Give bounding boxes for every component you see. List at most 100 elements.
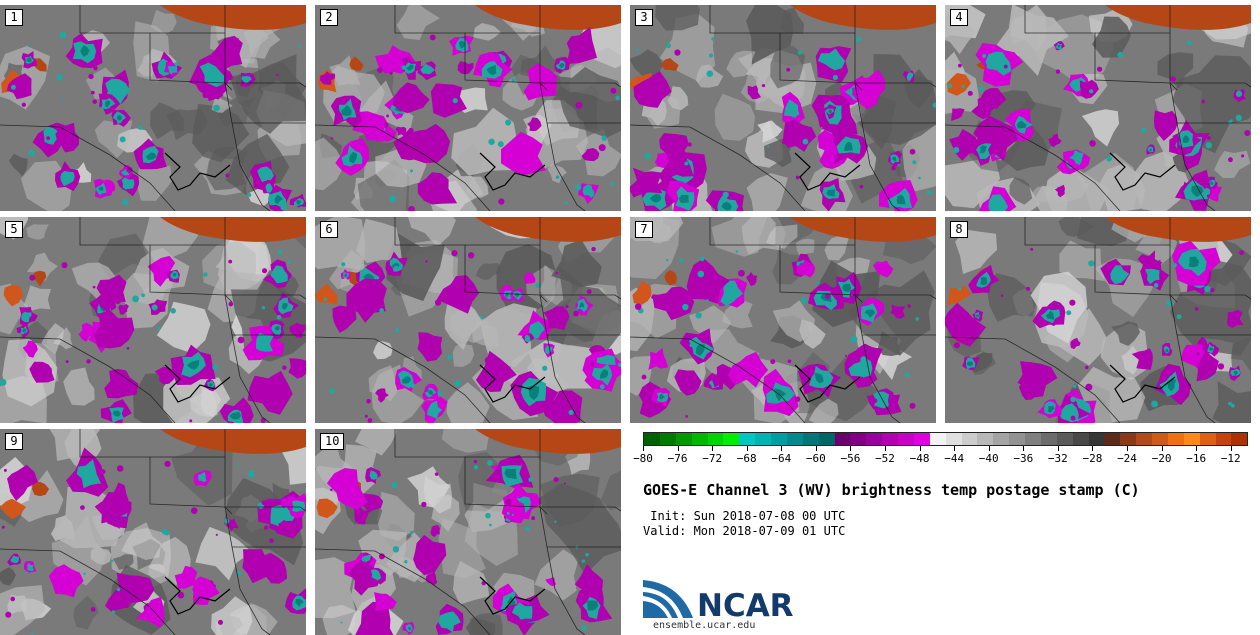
deep-convection — [524, 334, 531, 343]
cold-cloud-top — [346, 278, 387, 323]
speckle — [1211, 375, 1214, 379]
convective-core — [892, 156, 897, 162]
colorbar-swatch — [771, 433, 787, 445]
cold-cloud-top — [674, 369, 702, 396]
speckle — [1196, 255, 1202, 260]
speckle — [706, 70, 714, 77]
speckle — [366, 398, 371, 404]
colorbar-swatch — [739, 433, 756, 445]
speckle — [1172, 263, 1177, 268]
state-border — [1169, 82, 1216, 211]
speckle — [138, 125, 143, 130]
speckle — [722, 191, 729, 198]
speckle — [269, 538, 274, 543]
speckle — [689, 343, 693, 347]
deep-convection — [1069, 149, 1084, 165]
speckle — [223, 44, 228, 49]
cold-cloud-top — [527, 117, 542, 132]
speckle — [1241, 154, 1245, 158]
warm-spot — [946, 73, 971, 96]
state-border — [539, 457, 621, 512]
cloud-texture — [714, 93, 756, 141]
site-url: ensemble.ucar.edu — [653, 620, 756, 631]
speckle — [978, 86, 984, 92]
speckle — [110, 559, 114, 563]
speckle — [1228, 401, 1232, 406]
colorbar-swatch — [1056, 433, 1073, 445]
speckle — [585, 185, 592, 193]
colorbar-tick-label: −28 — [1082, 452, 1103, 465]
speckle — [340, 621, 343, 624]
state-border — [394, 429, 548, 515]
cloud-texture — [195, 526, 252, 581]
speckle — [860, 356, 867, 363]
speckle — [555, 175, 560, 179]
speckle — [28, 149, 36, 157]
speckle — [65, 360, 69, 364]
speckle — [364, 414, 368, 418]
colorbar-tick-label: −44 — [944, 452, 965, 465]
cloud-texture — [770, 45, 806, 89]
speckle — [498, 198, 505, 205]
colorbar-swatch — [1072, 433, 1089, 445]
colorbar — [643, 432, 1248, 446]
speckle — [225, 173, 230, 178]
speckle — [598, 144, 606, 152]
colorbar-swatch — [1025, 433, 1041, 445]
state-border — [394, 5, 548, 91]
cloud-texture — [396, 5, 440, 40]
cloud-texture — [475, 263, 503, 280]
cold-cloud-top — [332, 305, 357, 333]
speckle — [1239, 250, 1245, 256]
colorbar-tick-label: −60 — [805, 452, 826, 465]
colorbar-swatch — [691, 433, 708, 445]
speckle — [1186, 40, 1192, 46]
speckle — [83, 572, 86, 575]
cloud-texture — [225, 229, 273, 282]
warm-spot — [349, 56, 364, 71]
speckle — [953, 342, 960, 349]
speckle — [967, 90, 973, 96]
convective-core — [428, 389, 433, 395]
colorbar-swatch — [1104, 433, 1121, 445]
speckle — [827, 60, 833, 67]
speckle — [800, 297, 808, 304]
warm-band — [790, 5, 936, 30]
speckle — [467, 252, 475, 259]
deep-convection — [1110, 265, 1130, 285]
convective-core — [408, 626, 412, 631]
speckle — [679, 258, 684, 263]
cold-cloud-top — [55, 122, 80, 153]
cloud-texture — [355, 429, 397, 456]
wv-satellite-map — [0, 429, 306, 635]
speckle — [782, 140, 786, 145]
colorbar-swatch — [929, 433, 946, 445]
speckle — [377, 67, 383, 74]
state-border — [539, 33, 621, 88]
wv-satellite-map — [945, 5, 1251, 211]
cloud-texture — [746, 5, 794, 65]
speckle — [1088, 260, 1095, 267]
speckle — [666, 258, 669, 262]
colorbar-tick — [815, 446, 817, 451]
coastline — [479, 152, 546, 191]
state-border — [854, 294, 901, 423]
convective-core — [282, 303, 288, 310]
speckle — [247, 193, 252, 197]
speckle — [528, 477, 533, 482]
cloud-texture — [1059, 240, 1105, 282]
deep-convection — [167, 66, 177, 75]
speckle — [850, 335, 858, 343]
speckle — [61, 262, 68, 269]
speckle — [1072, 384, 1077, 389]
panel-number: 6 — [320, 221, 338, 238]
speckle — [581, 559, 586, 563]
colorbar-swatch — [707, 433, 724, 445]
figure-title: GOES-E Channel 3 (WV) brightness temp po… — [643, 481, 1140, 499]
speckle — [92, 99, 97, 104]
cold-cloud-top — [247, 370, 293, 415]
cold-cloud-top — [1070, 338, 1081, 350]
cloud-texture — [882, 220, 936, 265]
colorbar-swatch — [755, 433, 771, 445]
cloud-texture — [473, 23, 501, 41]
